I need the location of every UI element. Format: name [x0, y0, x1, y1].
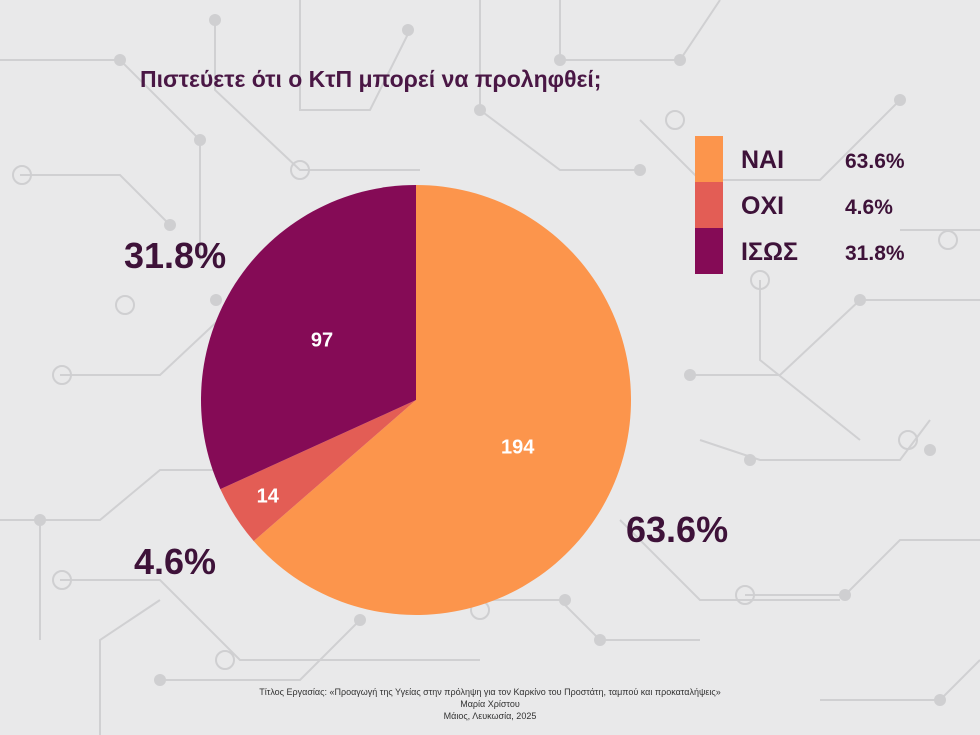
legend-swatch-oxi — [695, 182, 723, 228]
legend-label-nai: ΝΑΙ — [741, 146, 785, 174]
pie-slice-1 — [253, 185, 631, 615]
legend-label-isos: ΙΣΩΣ — [741, 238, 798, 266]
outer-percent-label-oxi: 4.6% — [134, 541, 217, 582]
footer: Τίτλος Εργασίας: «Προαγωγή της Υγείας στ… — [0, 686, 980, 722]
pie-value-label-2: 14 — [257, 485, 280, 507]
footer-date-place: Μάιος, Λευκωσία, 2025 — [443, 711, 537, 721]
footer-author: Μαρία Χρίστου — [460, 699, 520, 709]
legend-label-oxi: ΟΧΙ — [741, 192, 785, 220]
legend-value-nai: 63.6% — [845, 150, 905, 173]
legend-swatch-nai — [695, 136, 723, 182]
pie-slice-3 — [200, 185, 416, 490]
pie-value-label-3: 97 — [311, 330, 333, 352]
pie-slice-2 — [220, 400, 416, 542]
footer-project-title: Τίτλος Εργασίας: «Προαγωγή της Υγείας στ… — [259, 687, 721, 697]
legend-value-oxi: 4.6% — [845, 196, 893, 219]
outer-percent-label-nai: 63.6% — [626, 509, 729, 550]
chart-title: Πιστεύετε ότι ο ΚτΠ μπορεί να προληφθεί; — [140, 66, 602, 92]
pie-value-label-1: 194 — [501, 436, 535, 458]
legend-value-isos: 31.8% — [845, 242, 905, 265]
outer-percent-label-isos: 31.8% — [124, 235, 227, 276]
legend-swatch-isos — [695, 228, 723, 274]
